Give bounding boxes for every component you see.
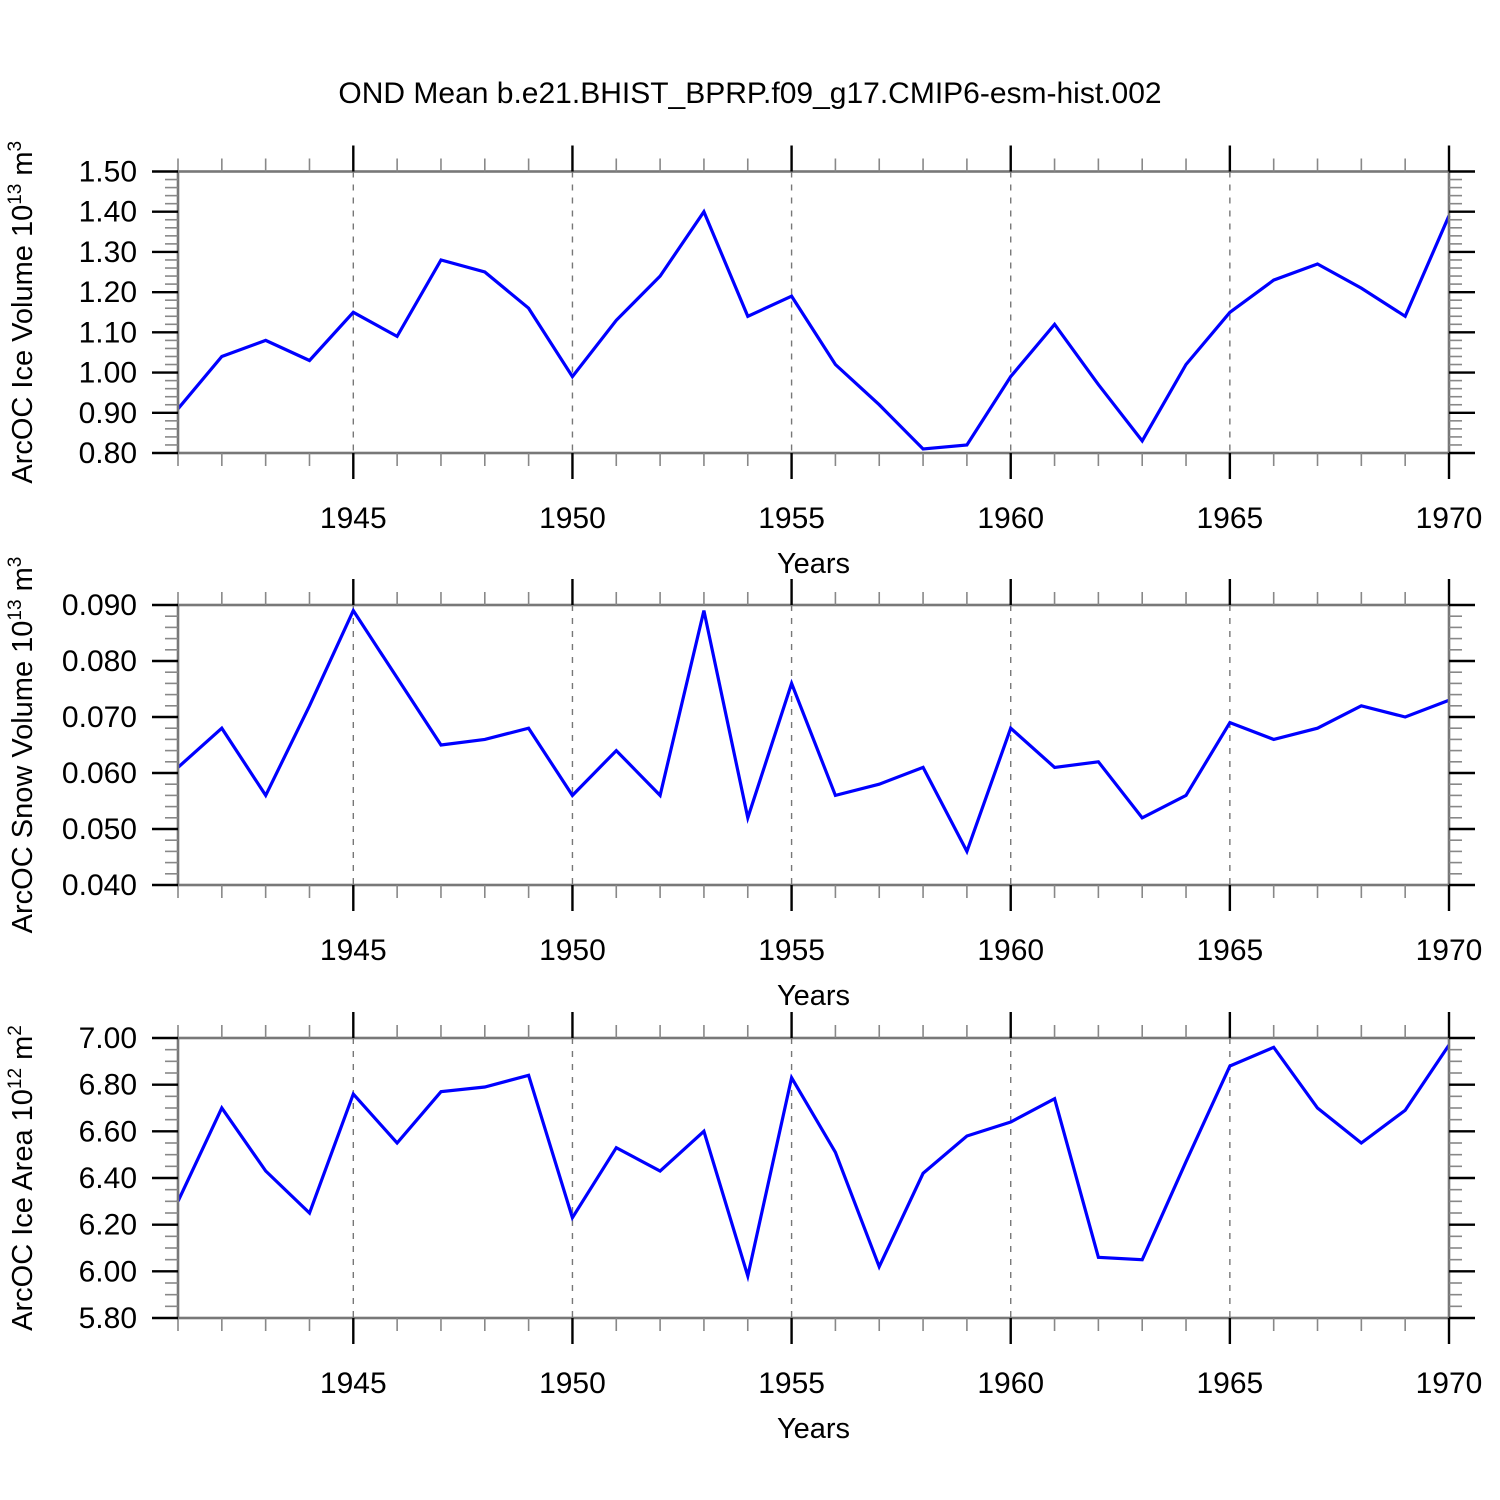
- y-axis-title-unit-exponent: 3: [5, 557, 26, 568]
- y-tick-label: 1.10: [79, 316, 137, 349]
- x-tick-label: 1960: [977, 934, 1044, 967]
- series-line-ice-volume: [176, 208, 1451, 451]
- y-axis-title-exponent: 13: [5, 599, 26, 620]
- chart-ice-area: 5.80 6.00 6.20 6.40 6.60 6.80 7.00 1945 1950 1955…: [5, 1012, 1482, 1445]
- y-tick-label: 6.20: [79, 1209, 137, 1242]
- series-line-snow-volume: [176, 607, 1450, 856]
- y-tick-label: 1.00: [79, 357, 137, 390]
- x-tick-label: 1955: [758, 1367, 825, 1400]
- y-axis-title: ArcOC Ice Volume 1013 m3: [5, 141, 39, 484]
- plot-frame: [176, 170, 1451, 455]
- x-tick-label: 1945: [320, 934, 387, 967]
- chart-ice-volume: 0.80 0.90 1.00 1.10 1.20 1.30 1.40 1.50 1945 1950…: [5, 141, 1482, 580]
- x-tick-label: 1960: [977, 1367, 1044, 1400]
- x-tick-label: 1970: [1416, 502, 1483, 535]
- y-tick-label: 6.00: [79, 1255, 137, 1288]
- y-tick-label: 0.060: [62, 757, 137, 790]
- x-tick-label: 1970: [1416, 934, 1483, 967]
- y-axis-title-exponent: 12: [5, 1068, 26, 1089]
- x-tick-label: 1960: [977, 502, 1044, 535]
- y-tick-label: 1.50: [79, 156, 137, 189]
- figure-title: OND Mean b.e21.BHIST_BPRP.f09_g17.CMIP6-…: [338, 77, 1162, 110]
- y-tick-label: 0.090: [62, 589, 137, 622]
- x-tick-label: 1965: [1196, 1367, 1263, 1400]
- chart-snow-volume: 0.040 0.050 0.060 0.070 0.080 0.090 1945 1950 19…: [5, 557, 1482, 1012]
- y-tick-label: 1.20: [79, 276, 137, 309]
- y-axis-title: ArcOC Snow Volume 1013 m3: [5, 557, 39, 934]
- plot-frame: [176, 1036, 1451, 1320]
- y-tick-label: 0.080: [62, 645, 137, 678]
- y-tick-label: 7.00: [79, 1022, 137, 1055]
- y-tick-label: 0.90: [79, 397, 137, 430]
- y-axis-title-unit-exponent: 2: [5, 1025, 26, 1036]
- x-tick-label: 1950: [539, 934, 606, 967]
- x-tick-label: 1950: [539, 1367, 606, 1400]
- y-tick-label: 0.040: [62, 869, 137, 902]
- y-tick-label: 6.80: [79, 1069, 137, 1102]
- y-axis-title: ArcOC Ice Area 1012 m2: [5, 1025, 39, 1331]
- y-axis-title-text: ArcOC Snow Volume 10: [7, 621, 39, 934]
- y-tick-label: 0.80: [79, 437, 137, 470]
- y-tick-label: 1.40: [79, 196, 137, 229]
- y-axis-title-exponent: 13: [5, 184, 26, 205]
- y-axis-title-unit: m: [7, 151, 39, 183]
- x-tick-label: 1945: [320, 1367, 387, 1400]
- y-axis-title-unit: m: [7, 567, 39, 599]
- x-axis-title: Years: [777, 980, 850, 1012]
- x-tick-label: 1945: [320, 502, 387, 535]
- x-tick-label: 1965: [1196, 934, 1263, 967]
- y-axis-title-text: ArcOC Ice Volume 10: [7, 205, 39, 484]
- y-axis-title-unit: m: [7, 1036, 39, 1068]
- y-axis-title-unit-exponent: 3: [5, 141, 26, 152]
- x-axis-title: Years: [777, 1413, 850, 1445]
- y-tick-label: 0.050: [62, 813, 137, 846]
- x-tick-label: 1965: [1196, 502, 1263, 535]
- y-tick-label: 6.60: [79, 1115, 137, 1148]
- x-tick-label: 1955: [758, 934, 825, 967]
- series-line-ice-area: [176, 1044, 1451, 1283]
- plot-frame: [176, 603, 1451, 887]
- y-tick-label: 1.30: [79, 236, 137, 269]
- x-axis-title: Years: [777, 548, 850, 580]
- y-axis-title-text: ArcOC Ice Area 10: [7, 1089, 39, 1331]
- y-tick-label: 6.40: [79, 1162, 137, 1195]
- x-tick-label: 1950: [539, 502, 606, 535]
- y-tick-label: 5.80: [79, 1302, 137, 1335]
- x-tick-label: 1970: [1416, 1367, 1483, 1400]
- y-tick-label: 0.070: [62, 701, 137, 734]
- x-tick-label: 1955: [758, 502, 825, 535]
